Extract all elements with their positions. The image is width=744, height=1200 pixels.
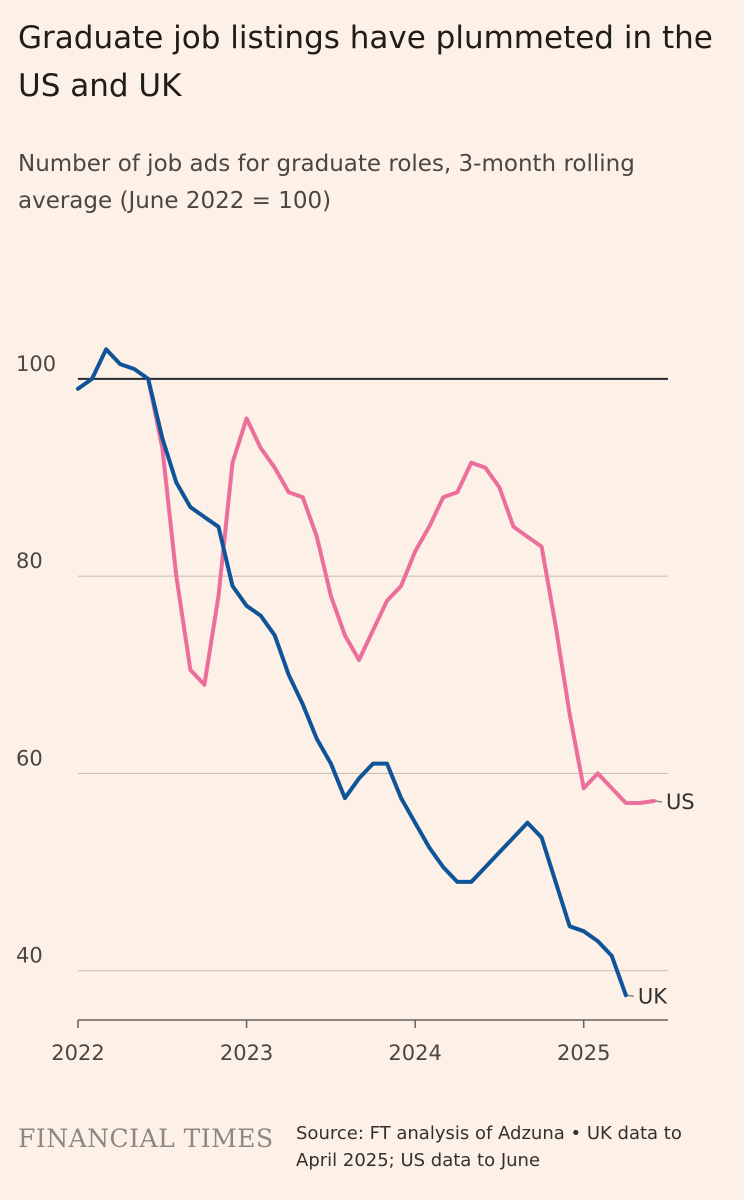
- source-note: Source: FT analysis of Adzuna • UK data …: [296, 1123, 682, 1171]
- chart-title: Graduate job listings have plummeted in …: [18, 20, 713, 104]
- chart-subtitle: Number of job ads for graduate roles, 3-…: [18, 151, 635, 214]
- x-axis: 2022 2023 2024 2025: [51, 1019, 668, 1065]
- x-tick-label: 2022: [51, 1041, 104, 1065]
- y-tick-label: 80: [16, 549, 43, 573]
- y-tick-label: 60: [16, 746, 43, 770]
- y-tick-label: 100: [16, 352, 56, 376]
- series-labels: US UK: [627, 790, 695, 1008]
- series-label-leader: [655, 800, 663, 803]
- series-label-leader: [627, 994, 634, 998]
- brand-logo: FINANCIAL TIMES: [18, 1124, 274, 1153]
- series-lines: [76, 347, 656, 998]
- x-tick-label: 2024: [388, 1041, 441, 1065]
- series-label-us: US: [666, 790, 695, 814]
- x-tick-label: 2025: [557, 1041, 610, 1065]
- x-tick-label: 2023: [220, 1041, 273, 1065]
- series-line-uk: [76, 347, 628, 998]
- series-line-us: [146, 376, 656, 805]
- series-label-uk: UK: [638, 984, 668, 1008]
- gridlines: [78, 377, 668, 972]
- y-axis: 40 60 80 100: [16, 352, 56, 968]
- y-tick-label: 40: [16, 944, 43, 968]
